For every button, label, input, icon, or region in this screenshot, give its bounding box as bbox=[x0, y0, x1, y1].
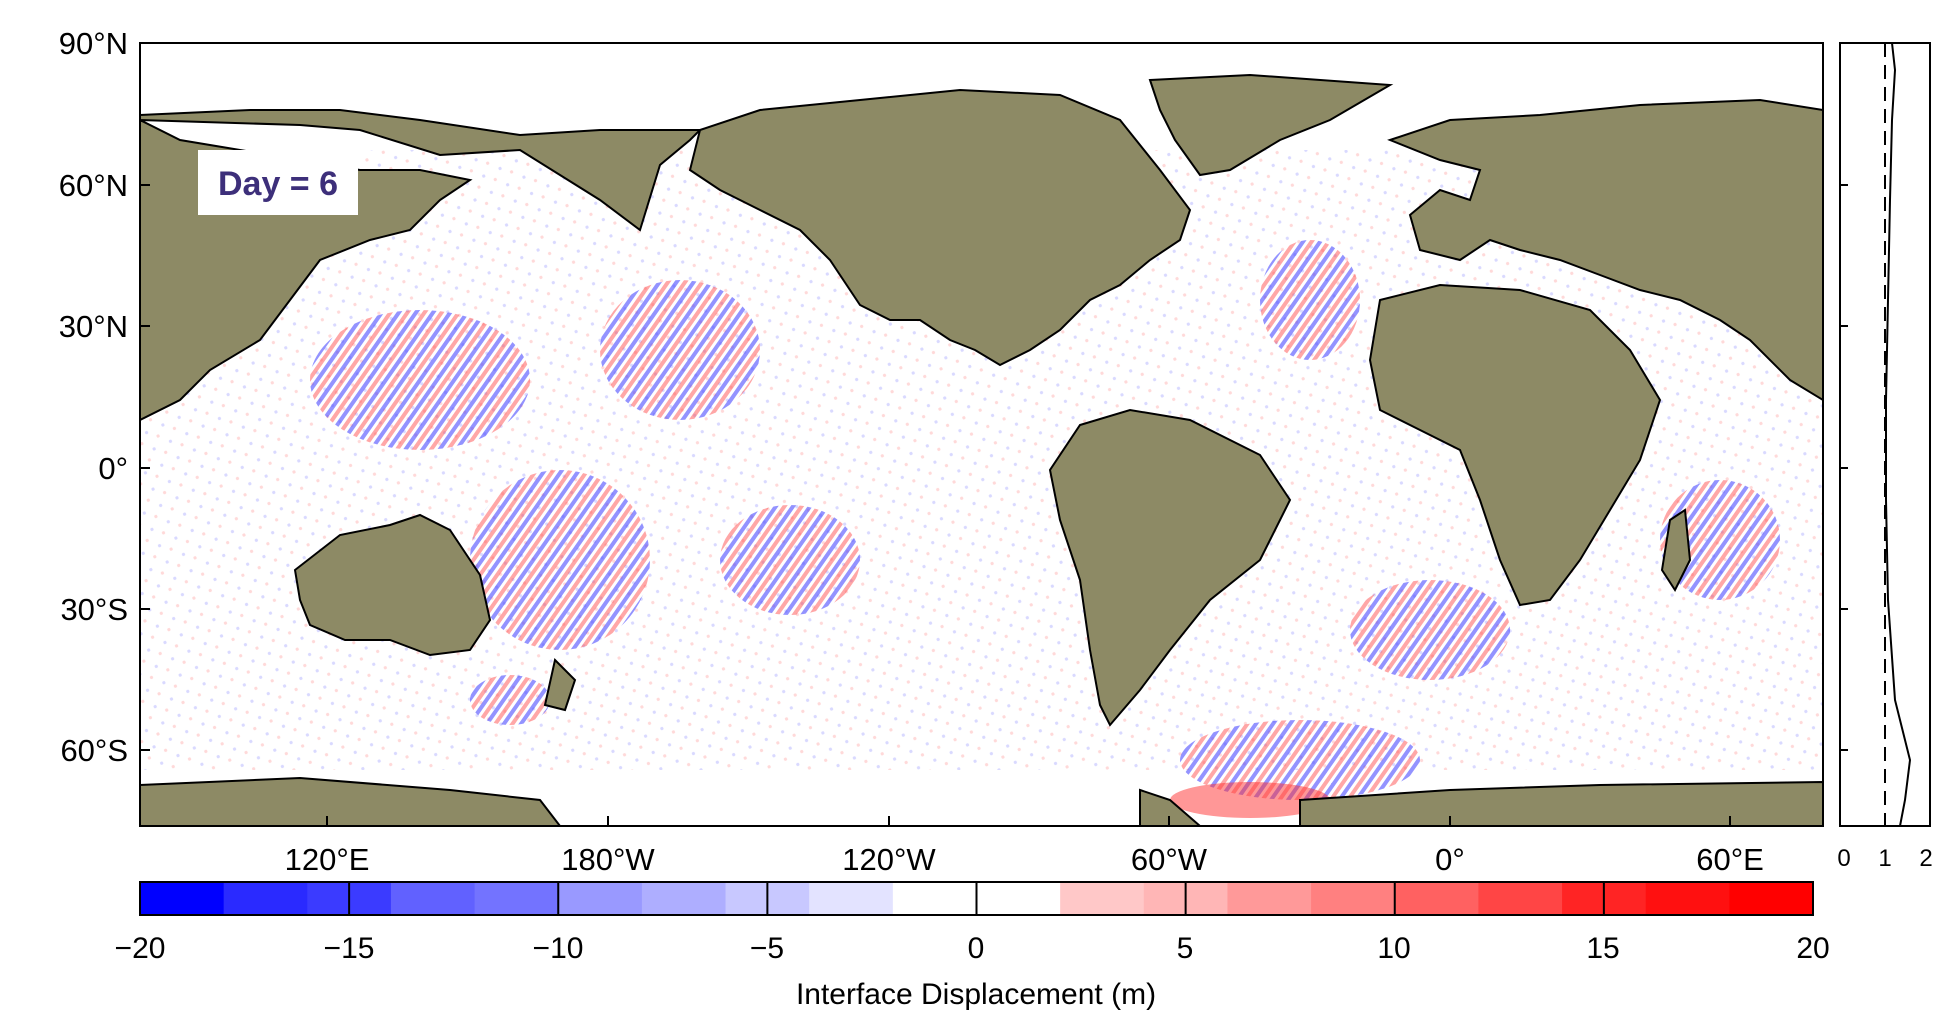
lat-label: 30°N bbox=[59, 309, 128, 344]
profile-tick: 0 bbox=[1837, 845, 1850, 872]
colorbar-tick: −15 bbox=[324, 932, 375, 965]
profile-curve bbox=[1885, 42, 1912, 827]
colorbar-cell bbox=[1311, 882, 1396, 915]
colorbar-cell bbox=[892, 882, 977, 915]
colorbar-cell bbox=[1060, 882, 1145, 915]
colorbar-cell bbox=[809, 882, 894, 915]
colorbar-tick: 10 bbox=[1377, 932, 1410, 965]
colorbar-cell bbox=[474, 882, 559, 915]
map-panel bbox=[140, 43, 1823, 826]
australia bbox=[293, 513, 492, 657]
map-frame bbox=[139, 42, 1824, 827]
colorbar-cell bbox=[1729, 882, 1814, 915]
lon-label: 120°E bbox=[285, 842, 370, 877]
colorbar-tick: 15 bbox=[1586, 932, 1619, 965]
lat-label: 30°S bbox=[60, 592, 128, 627]
colorbar-cell bbox=[1478, 882, 1563, 915]
profile-tick: 2 bbox=[1919, 845, 1932, 872]
lon-axis: 120°E 180°W 120°W 60°W 0° 60°E bbox=[285, 816, 1764, 877]
africa bbox=[1368, 283, 1662, 607]
colorbar: −20 −15 −10 −5 0 5 10 15 20 Interface Di… bbox=[115, 881, 1830, 1011]
colorbar-cell bbox=[641, 882, 727, 915]
colorbar-cell bbox=[223, 882, 308, 915]
side-profile-panel: 0 1 2 bbox=[1837, 42, 1933, 872]
madagascar bbox=[1660, 508, 1692, 593]
colorbar-cell bbox=[1645, 882, 1730, 915]
colorbar-cell bbox=[390, 882, 476, 915]
lon-label: 60°W bbox=[1131, 842, 1208, 877]
antarctica bbox=[140, 776, 1823, 826]
lon-label: 0° bbox=[1435, 842, 1465, 877]
greenland bbox=[1148, 73, 1394, 177]
profile-tick: 1 bbox=[1878, 845, 1891, 872]
lon-label: 180°W bbox=[561, 842, 655, 877]
colorbar-tick: −10 bbox=[533, 932, 584, 965]
day-label-box: Day = 6 bbox=[198, 150, 358, 215]
colorbar-tick: −5 bbox=[750, 932, 784, 965]
colorbar-tick: 0 bbox=[968, 932, 985, 965]
wave-hotspots bbox=[310, 240, 1780, 818]
colorbar-tick: −20 bbox=[115, 932, 166, 965]
colorbar-cell bbox=[558, 882, 643, 915]
day-label: Day = 6 bbox=[218, 165, 338, 203]
colorbar-cell bbox=[1394, 882, 1479, 915]
colorbar-cell bbox=[140, 882, 225, 915]
lat-label: 0° bbox=[98, 451, 128, 486]
south-america bbox=[1048, 408, 1292, 727]
colorbar-label: Interface Displacement (m) bbox=[796, 978, 1156, 1011]
lat-label: 60°S bbox=[60, 733, 128, 768]
lon-label: 120°W bbox=[842, 842, 936, 877]
new-zealand bbox=[543, 658, 577, 712]
lat-label: 90°N bbox=[59, 26, 128, 61]
colorbar-tick: 5 bbox=[1177, 932, 1194, 965]
colorbar-cell bbox=[1227, 882, 1312, 915]
lat-label: 60°N bbox=[59, 168, 128, 203]
lon-label: 60°E bbox=[1696, 842, 1764, 877]
eurasia-north bbox=[1387, 98, 1823, 402]
colorbar-cell bbox=[976, 882, 1061, 915]
north-america bbox=[688, 88, 1192, 367]
colorbar-tick: 20 bbox=[1796, 932, 1829, 965]
lat-axis: 90°N 60°N 30°N 0° 30°S 60°S bbox=[59, 26, 150, 768]
